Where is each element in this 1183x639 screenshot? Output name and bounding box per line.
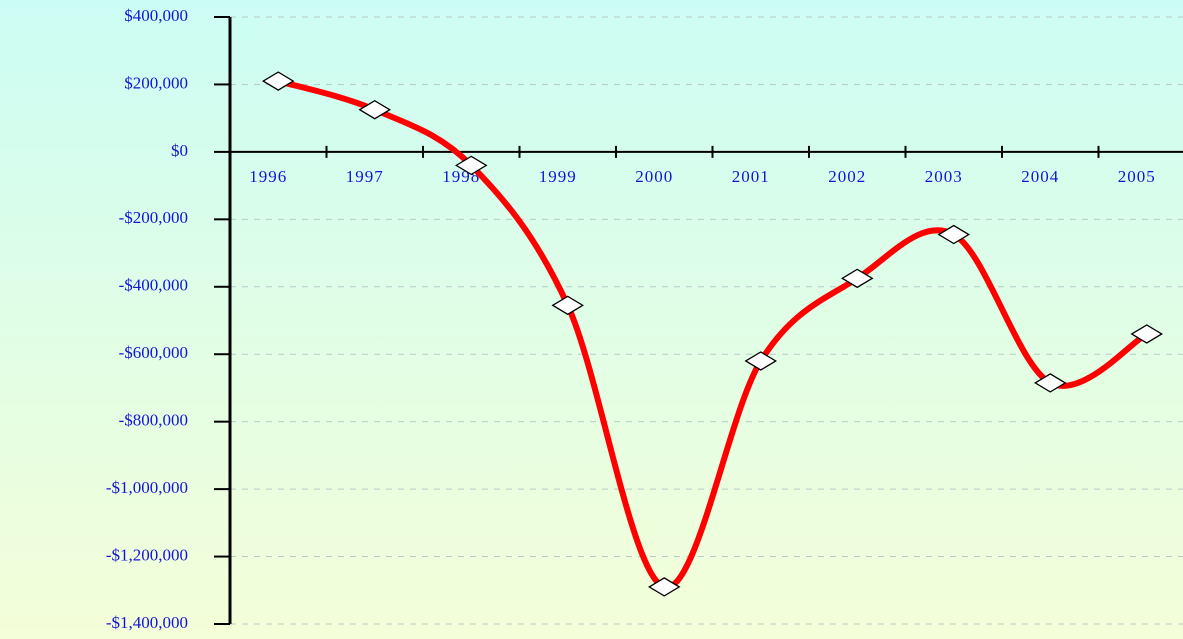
x-tick-label: 1997 bbox=[346, 167, 384, 186]
x-tick-label: 2000 bbox=[635, 167, 673, 186]
y-tick-label: -$600,000 bbox=[119, 343, 188, 362]
x-tick-label: 2001 bbox=[732, 167, 770, 186]
x-tick-label: 2005 bbox=[1118, 167, 1156, 186]
marker bbox=[937, 224, 971, 245]
y-tick-label: -$1,200,000 bbox=[106, 545, 188, 564]
y-tick-label: -$800,000 bbox=[119, 411, 188, 430]
x-tick-label: 2004 bbox=[1021, 167, 1059, 186]
marker bbox=[551, 295, 585, 316]
y-tick-label: -$400,000 bbox=[119, 276, 188, 295]
marker bbox=[840, 268, 874, 289]
y-tick-label: $0 bbox=[171, 141, 188, 160]
line bbox=[277, 78, 1149, 590]
y-tick-label: -$1,400,000 bbox=[106, 613, 188, 632]
marker bbox=[744, 351, 778, 371]
marker bbox=[454, 155, 488, 176]
y-tick-label: -$200,000 bbox=[119, 208, 188, 227]
marker bbox=[358, 99, 392, 120]
y-tick-label: -$1,000,000 bbox=[106, 478, 188, 497]
marker bbox=[1130, 324, 1164, 344]
x-tick-label: 1996 bbox=[249, 167, 287, 186]
marker bbox=[647, 577, 681, 597]
marker bbox=[1033, 373, 1067, 393]
x-tick-label: 1999 bbox=[539, 167, 577, 186]
y-tick-label: $400,000 bbox=[124, 6, 188, 25]
marker bbox=[261, 71, 295, 91]
x-tick-label: 2002 bbox=[828, 167, 866, 186]
y-tick-label: $200,000 bbox=[124, 73, 188, 92]
x-tick-label: 2003 bbox=[925, 167, 963, 186]
